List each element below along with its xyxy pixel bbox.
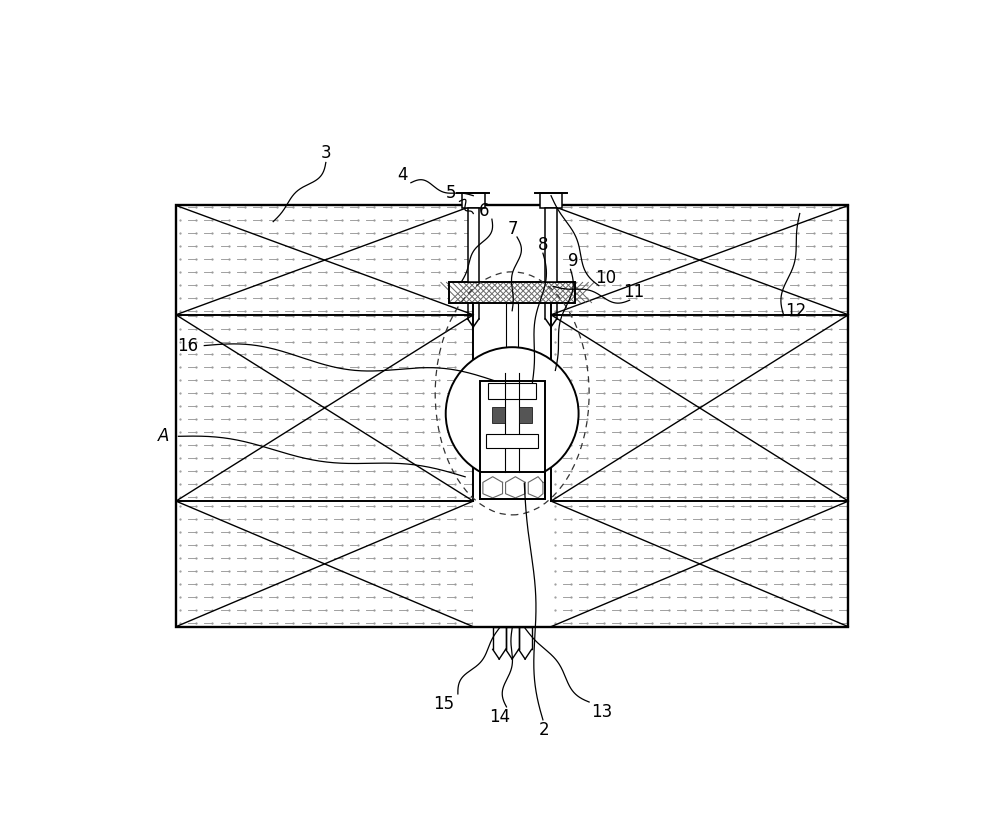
Text: 15: 15: [433, 695, 454, 713]
Text: 2: 2: [539, 720, 550, 738]
Polygon shape: [468, 208, 479, 283]
Text: 4: 4: [398, 166, 408, 184]
Polygon shape: [462, 194, 485, 208]
Text: 11: 11: [623, 283, 644, 301]
Text: 16: 16: [178, 336, 199, 354]
Polygon shape: [519, 407, 532, 424]
Text: 14: 14: [489, 708, 511, 726]
Text: 3: 3: [321, 143, 331, 162]
Text: 12: 12: [785, 302, 806, 320]
Polygon shape: [540, 194, 562, 208]
Text: 13: 13: [591, 703, 612, 721]
Text: 8: 8: [538, 236, 548, 254]
Text: 10: 10: [595, 269, 616, 287]
Polygon shape: [488, 383, 536, 399]
Polygon shape: [486, 434, 538, 447]
Polygon shape: [506, 302, 518, 349]
Text: 7: 7: [508, 220, 518, 238]
Text: 9: 9: [568, 252, 579, 270]
Polygon shape: [473, 205, 551, 627]
Text: 5: 5: [446, 185, 457, 202]
Polygon shape: [449, 283, 575, 302]
Text: 6: 6: [479, 202, 489, 220]
Circle shape: [446, 347, 579, 480]
Text: A: A: [158, 428, 169, 445]
Polygon shape: [545, 208, 557, 283]
Polygon shape: [492, 407, 505, 424]
Polygon shape: [480, 472, 545, 499]
